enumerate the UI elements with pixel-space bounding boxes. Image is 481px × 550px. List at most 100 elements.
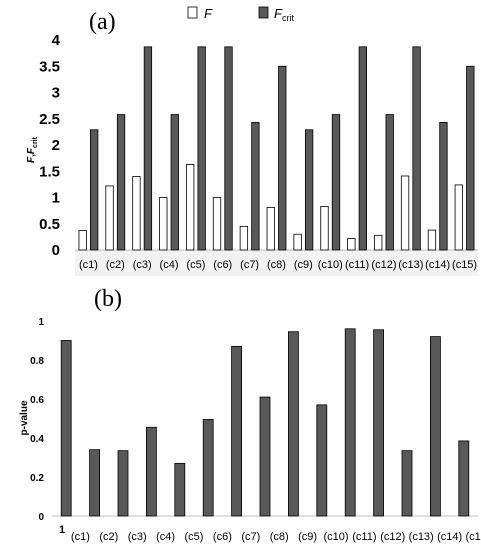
bar-p-5 <box>174 462 186 517</box>
bar-fcrit-14 <box>439 122 448 251</box>
x-tick-label: (c2) <box>106 259 125 271</box>
x-axis-band-a <box>75 249 478 276</box>
y-tick-label: 3.5 <box>39 58 60 75</box>
x-tick-label: (c8) <box>267 259 286 271</box>
legend-f-swatch <box>187 6 198 19</box>
bar-fcrit-7 <box>251 122 260 251</box>
bar-fcrit-11 <box>358 46 368 251</box>
bar-p-14 <box>429 336 441 517</box>
x-tick-label: (c14) <box>425 259 450 271</box>
bar-fcrit-5 <box>197 46 206 251</box>
bar-fcrit-8 <box>278 65 287 251</box>
x-tick-label: (c4) <box>156 531 175 543</box>
x-tick-label-first: 1 <box>59 524 65 536</box>
bar-p-4 <box>145 426 157 517</box>
x-tick-label: (c7) <box>241 531 260 543</box>
bar-p-12 <box>373 329 385 517</box>
bar-p-6 <box>202 419 214 517</box>
x-ticks-b: 1 (c1) (c2) (c3) (c4) (c5) (c6) (c7) (c8) (c9) (c1… <box>59 524 481 543</box>
x-tick-label: (c14) <box>437 531 462 543</box>
bar-fcrit-1 <box>90 129 99 251</box>
bar-fcrit-2 <box>116 114 126 251</box>
x-tick-label: (c15) <box>452 259 477 271</box>
x-tick-label: (c13) <box>409 531 434 543</box>
bar-f-6 <box>212 197 222 251</box>
bar-fcrit-4 <box>170 114 179 251</box>
bars-a <box>78 46 475 251</box>
y-axis-title-a: F,Fcrit <box>26 136 39 163</box>
x-tick-label: (c1) <box>71 531 90 543</box>
bar-f-7 <box>239 225 249 251</box>
bar-f-1 <box>78 230 87 251</box>
y-ticks-b: 0 0.2 0.4 0.6 0.8 1 <box>30 317 44 523</box>
bar-p-9 <box>287 331 299 517</box>
x-tick-label: (c6) <box>213 259 232 271</box>
y-tick-label: 2 <box>52 137 60 154</box>
x-tick-label: (c5) <box>186 259 205 271</box>
x-tick-label: (c11) <box>345 259 369 271</box>
y-tick-label: 0 <box>38 512 44 523</box>
x-tick-label: (c9) <box>294 259 313 271</box>
panel-b: (b) p-value 0 0.2 0.4 0.6 0.8 1 1 (c1) (c2) (c3)… <box>19 286 481 543</box>
bar-p-10 <box>316 404 328 517</box>
bar-f-3 <box>132 176 141 251</box>
y-ticks-a: 0 0.5 1 1.5 2 2.5 3 3.5 4 <box>39 32 61 259</box>
panel-a: (a) F Fcrit F,Fcrit 0 0.5 1 1.5 2 2.5 3 3.5 4 (c… <box>26 6 478 276</box>
y-tick-label: 1.5 <box>39 163 60 180</box>
y-tick-label: 0.8 <box>30 356 44 367</box>
x-ticks-a: (c1) (c2) (c3) (c4) (c5) (c6) (c7) (c8) (c9) (c10… <box>79 259 477 271</box>
x-tick-label: (c1) <box>79 259 98 271</box>
x-tick-label: (c8) <box>270 531 289 543</box>
bar-f-4 <box>159 197 168 251</box>
x-tick-label: (c15) <box>465 531 481 543</box>
bar-p-2 <box>89 449 100 517</box>
x-tick-label: (c12) <box>380 531 405 543</box>
bar-fcrit-12 <box>385 114 394 251</box>
y-tick-label: 1 <box>52 190 60 207</box>
bar-f-14 <box>427 229 437 251</box>
bar-f-9 <box>293 233 302 251</box>
bar-p-13 <box>401 450 413 517</box>
y-tick-label: 1 <box>38 317 44 328</box>
legend-fcrit-label: Fcrit <box>274 6 294 23</box>
bar-fcrit-10 <box>331 114 341 251</box>
y-tick-label: 3 <box>52 85 60 102</box>
y-axis-title-b: p-value <box>19 400 30 435</box>
bar-fcrit-3 <box>143 46 153 251</box>
bar-p-15 <box>458 440 470 517</box>
panel-a-label: (a) <box>89 9 116 35</box>
y-tick-label: 0.6 <box>30 395 44 406</box>
x-tick-label: (c10) <box>318 259 343 271</box>
panel-b-label: (b) <box>94 286 122 312</box>
x-tick-label: (c6) <box>213 531 232 543</box>
y-tick-label: 0 <box>52 242 60 259</box>
bar-f-10 <box>320 206 329 251</box>
x-tick-label: (c7) <box>240 259 259 271</box>
bar-p-8 <box>259 396 271 517</box>
y-tick-label: 2.5 <box>39 111 60 128</box>
bar-p-1 <box>60 340 72 517</box>
bar-fcrit-15 <box>466 65 475 251</box>
bar-fcrit-13 <box>412 46 421 251</box>
x-tick-label: (c4) <box>160 259 179 271</box>
bar-f-15 <box>454 184 463 251</box>
bar-fcrit-6 <box>224 46 233 251</box>
x-tick-label: (c9) <box>298 531 317 543</box>
bar-f-8 <box>266 207 275 251</box>
legend: F Fcrit <box>187 6 294 23</box>
bar-p-11 <box>344 328 356 517</box>
bar-fcrit-9 <box>304 129 314 251</box>
x-tick-label: (c2) <box>99 531 118 543</box>
x-tick-label: (c13) <box>398 259 423 271</box>
x-tick-label: (c10) <box>323 531 348 543</box>
legend-fcrit-swatch <box>258 6 269 19</box>
y-tick-label: 0.5 <box>39 216 60 233</box>
bar-f-5 <box>185 164 195 251</box>
x-tick-label: (c12) <box>371 259 396 271</box>
y-tick-label: 0.2 <box>30 473 44 484</box>
bar-p-3 <box>117 450 129 517</box>
bar-p-7 <box>231 345 243 517</box>
bar-f-2 <box>105 185 114 251</box>
bar-f-11 <box>347 238 356 251</box>
